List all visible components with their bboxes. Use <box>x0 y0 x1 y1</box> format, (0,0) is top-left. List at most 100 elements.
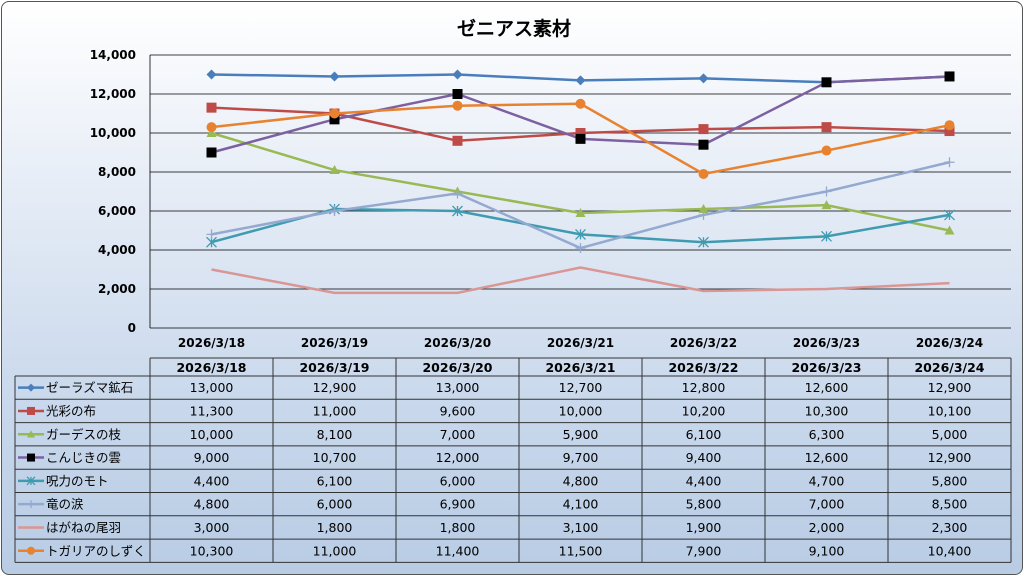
table-cell: 4,400 <box>194 473 230 488</box>
x-tick-label: 2026/3/24 <box>916 336 983 350</box>
data-point <box>329 108 340 119</box>
table-cell: 8,100 <box>317 427 353 442</box>
y-tick-label: 8,000 <box>98 165 136 179</box>
legend-label: はがねの尾羽 <box>46 520 121 535</box>
data-point <box>944 209 955 221</box>
y-tick-label: 14,000 <box>90 48 136 62</box>
data-point <box>698 204 709 214</box>
legend-label: 竜の涙 <box>46 497 84 512</box>
table-cell: 12,800 <box>682 380 726 395</box>
legend-label: こんじきの雲 <box>46 450 121 465</box>
table-cell: 2,000 <box>809 520 845 535</box>
y-tick-label: 0 <box>128 321 136 335</box>
table-cell: 11,500 <box>559 543 603 558</box>
table-cell: 5,000 <box>932 427 968 442</box>
table-cell: 5,800 <box>686 497 722 512</box>
data-point <box>821 77 832 88</box>
data-point <box>452 188 463 199</box>
table-cell: 9,600 <box>440 403 476 418</box>
table-cell: 8,500 <box>932 497 968 512</box>
data-point <box>206 122 217 133</box>
table-cell: 7,000 <box>809 497 845 512</box>
table-cell: 9,000 <box>194 450 230 465</box>
data-point <box>698 236 709 248</box>
data-point <box>944 71 955 82</box>
data-point <box>27 406 35 415</box>
table-cell: 11,000 <box>313 403 357 418</box>
table-cell: 3,000 <box>194 520 230 535</box>
table-header: 2026/3/18 <box>176 360 246 375</box>
table-cell: 4,800 <box>194 497 230 512</box>
table-cell: 4,700 <box>809 473 845 488</box>
table-cell: 7,000 <box>440 427 476 442</box>
data-point <box>575 75 586 86</box>
table-cell: 5,900 <box>563 427 599 442</box>
y-tick-label: 4,000 <box>98 243 136 257</box>
data-point <box>27 430 35 438</box>
table-cell: 6,300 <box>809 427 845 442</box>
data-point <box>575 133 586 144</box>
data-point <box>575 228 586 240</box>
table-cell: 12,900 <box>313 380 357 395</box>
table-cell: 12,900 <box>928 380 972 395</box>
table-cell: 10,000 <box>190 427 234 442</box>
table-cell: 6,000 <box>440 473 476 488</box>
table-cell: 6,100 <box>686 427 722 442</box>
data-point <box>452 69 463 80</box>
data-point <box>206 128 217 137</box>
table-header: 2026/3/19 <box>299 360 369 375</box>
table-cell: 9,700 <box>563 450 599 465</box>
x-tick-label: 2026/3/19 <box>301 336 368 350</box>
data-point <box>575 243 586 254</box>
table-header: 2026/3/20 <box>422 360 492 375</box>
data-point <box>206 229 217 240</box>
table-cell: 1,800 <box>440 520 476 535</box>
data-point <box>821 145 832 156</box>
table-header: 2026/3/24 <box>914 360 984 375</box>
table-cell: 6,000 <box>317 497 353 512</box>
data-point <box>698 139 709 150</box>
table-cell: 13,000 <box>436 380 480 395</box>
table-cell: 10,700 <box>313 450 357 465</box>
legend-label: ゼーラズマ鉱石 <box>46 380 133 395</box>
data-point <box>206 147 217 158</box>
table-cell: 11,300 <box>190 403 234 418</box>
data-point <box>821 200 832 210</box>
table-cell: 6,100 <box>317 473 353 488</box>
x-tick-label: 2026/3/20 <box>424 336 491 350</box>
legend-label: ガーデスの枝 <box>46 427 122 442</box>
data-point <box>27 500 35 509</box>
table-cell: 7,900 <box>686 543 722 558</box>
legend-label: 光彩の布 <box>46 403 96 418</box>
data-point <box>944 225 955 235</box>
data-point <box>575 98 586 109</box>
data-point <box>206 69 217 80</box>
x-tick-label: 2026/3/23 <box>793 336 860 350</box>
data-point <box>329 71 340 82</box>
data-point <box>26 476 36 486</box>
data-point <box>452 135 463 146</box>
data-point <box>821 122 832 133</box>
table-cell: 12,700 <box>559 380 603 395</box>
data-point <box>452 89 463 99</box>
table-header: 2026/3/22 <box>668 360 738 375</box>
table-cell: 4,800 <box>563 473 599 488</box>
x-tick-label: 2026/3/22 <box>670 336 737 350</box>
data-point <box>206 102 217 113</box>
data-point <box>698 124 709 135</box>
data-point <box>329 114 340 125</box>
data-point <box>698 209 709 220</box>
table-cell: 6,900 <box>440 497 476 512</box>
table-cell: 9,100 <box>809 543 845 558</box>
data-point <box>575 207 586 217</box>
table-header: 2026/3/21 <box>545 360 615 375</box>
y-tick-label: 6,000 <box>98 204 136 218</box>
x-tick-label: 2026/3/21 <box>547 336 614 350</box>
table-cell: 10,300 <box>805 403 849 418</box>
data-point <box>821 230 832 242</box>
table-cell: 10,200 <box>682 403 726 418</box>
table-cell: 13,000 <box>190 380 234 395</box>
data-point <box>27 453 35 462</box>
data-point <box>821 186 832 197</box>
